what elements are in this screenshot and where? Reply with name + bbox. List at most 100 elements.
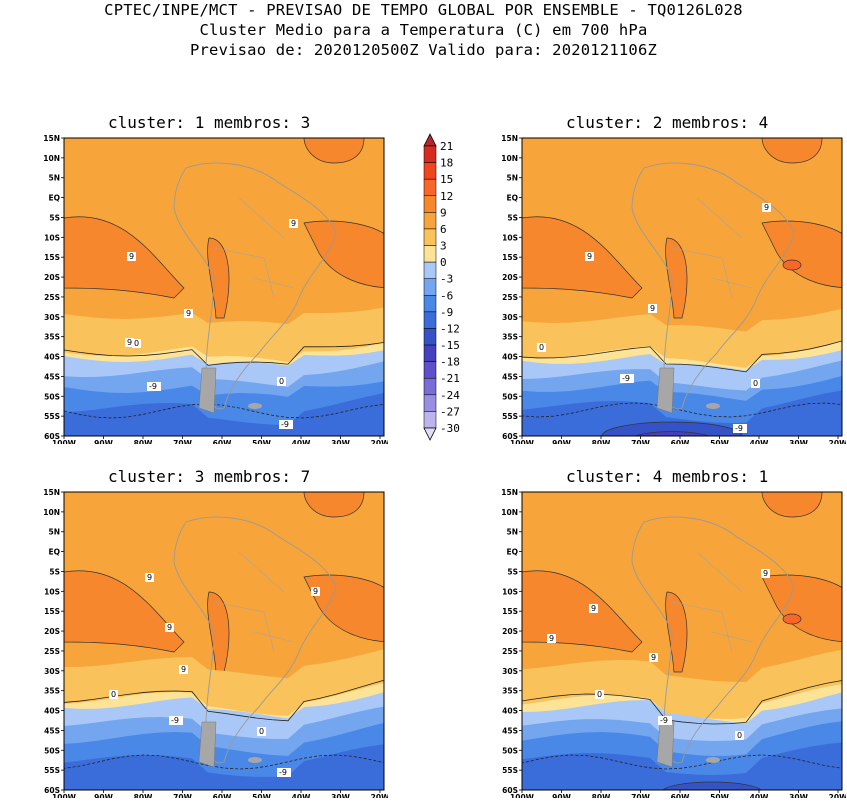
- colorbar-level-label: 6: [440, 223, 447, 236]
- colorbar-swatch: [423, 278, 437, 296]
- lat-tick-label: 55S: [44, 412, 60, 421]
- lat-tick-label: 10N: [501, 154, 518, 163]
- contour-label-box: [762, 203, 771, 212]
- lon-tick-label: 30W: [789, 793, 808, 798]
- lon-tick-label: 60W: [213, 793, 232, 798]
- contour-label: 9: [313, 587, 318, 596]
- lat-tick-label: 45S: [502, 372, 518, 381]
- lat-tick-label: 30S: [502, 667, 518, 676]
- lat-tick-label: 55S: [44, 766, 60, 775]
- contour-label: 9: [147, 573, 152, 582]
- colorbar-swatch: [423, 311, 437, 329]
- contour-label: 9: [763, 569, 768, 578]
- lon-tick-label: 70W: [173, 439, 192, 444]
- colorbar-swatch: [423, 394, 437, 412]
- lat-tick-label: 15S: [502, 253, 518, 262]
- lat-tick-label: 60S: [44, 786, 60, 795]
- lon-tick-label: 80W: [134, 793, 153, 798]
- lat-tick-label: EQ: [507, 548, 519, 557]
- colorbar-level-label: -15: [440, 339, 460, 352]
- lon-tick-label: 40W: [750, 793, 769, 798]
- lon-tick-label: 40W: [292, 793, 311, 798]
- contour-label-box: [589, 604, 598, 613]
- lon-tick-label: 80W: [592, 793, 611, 798]
- contour-label: -9: [171, 716, 179, 725]
- lat-tick-label: 55S: [502, 766, 518, 775]
- lon-tick-label: 90W: [94, 439, 113, 444]
- header-line-1: CPTEC/INPE/MCT - PREVISAO DE TEMPO GLOBA…: [104, 1, 743, 19]
- contour-label-box: [537, 343, 546, 352]
- contour-label: -9: [660, 716, 668, 725]
- contour-label-box: [127, 252, 136, 261]
- header-line-2: Cluster Medio para a Temperatura (C) em …: [199, 21, 648, 39]
- contour-label-box: [751, 379, 760, 388]
- lat-tick-label: 10S: [502, 233, 518, 242]
- colorbar-level-label: 9: [440, 206, 447, 219]
- contour-label: 9: [764, 203, 769, 212]
- contour-label-box: [733, 424, 747, 433]
- contour-label: 0: [737, 731, 742, 740]
- colorbar-swatch: [423, 361, 437, 379]
- colorbar-top-arrow: [423, 133, 437, 147]
- contour-label-box: [279, 420, 293, 429]
- colorbar-level-label: -21: [440, 372, 460, 385]
- colorbar-swatch: [423, 162, 437, 180]
- contour-label-box: [165, 623, 174, 632]
- lon-tick-label: 100W: [510, 793, 535, 798]
- map-panel-2: 9 9 9 0 0 -9 -9 15N 10N 5N EQ 5S 10S 15S 20S 25S 30S 35S 4…: [501, 134, 846, 444]
- contour-label-box: [658, 716, 672, 725]
- lon-tick-label: 20W: [371, 439, 388, 444]
- lat-tick-label: 20S: [44, 627, 60, 636]
- lon-tick-label: 50W: [252, 439, 271, 444]
- lon-tick-label: 50W: [710, 793, 729, 798]
- contour-label-box: [735, 731, 744, 740]
- contour-label-box: [169, 716, 183, 725]
- lat-tick-label: 40S: [44, 707, 60, 716]
- contour-label-box: [585, 252, 594, 261]
- colorbar-swatch: [423, 344, 437, 362]
- lon-tick-label: 50W: [252, 793, 271, 798]
- colorbar-level-label: -3: [440, 273, 453, 286]
- contour-label: 0: [597, 690, 602, 699]
- contour-label: 9: [291, 219, 296, 228]
- lon-tick-label: 30W: [331, 439, 350, 444]
- lat-tick-label: 25S: [44, 293, 60, 302]
- contour-label: 9: [181, 665, 186, 674]
- lat-tick-label: 10S: [44, 233, 60, 242]
- colorbar-level-label: 21: [440, 140, 453, 153]
- figure-header: CPTEC/INPE/MCT - PREVISAO DE TEMPO GLOBA…: [0, 0, 847, 60]
- colorbar-level-label: -27: [440, 405, 460, 418]
- lon-tick-label: 20W: [829, 793, 846, 798]
- lat-tick-label: 50S: [502, 392, 518, 401]
- lon-tick-label: 80W: [134, 439, 153, 444]
- lon-tick-label: 20W: [829, 439, 846, 444]
- lon-tick-label: 90W: [552, 793, 571, 798]
- lat-tick-label: 60S: [44, 432, 60, 441]
- lat-tick-label: EQ: [507, 194, 519, 203]
- contour-label: -9: [622, 374, 630, 383]
- contour-label-box: [649, 653, 658, 662]
- lon-tick-label: 50W: [710, 439, 729, 444]
- lat-tick-label: 15N: [501, 134, 518, 143]
- contour-label: -9: [279, 768, 287, 777]
- contour-label: 0: [259, 727, 264, 736]
- contour-label-box: [257, 727, 266, 736]
- lon-tick-label: 70W: [631, 439, 650, 444]
- lat-tick-label: 45S: [44, 726, 60, 735]
- colorbar-bottom-arrow: [423, 427, 437, 441]
- colorbar-swatch: [423, 212, 437, 230]
- contour-label: 9: [587, 252, 592, 261]
- colorbar-swatch: [423, 195, 437, 213]
- contour-label-box: [125, 338, 134, 347]
- lat-tick-label: 10S: [44, 587, 60, 596]
- lat-tick-label: 50S: [44, 392, 60, 401]
- contour-label: 0: [279, 377, 284, 386]
- lon-tick-label: 40W: [292, 439, 311, 444]
- colorbar-swatch: [423, 178, 437, 197]
- colorbar-swatch: [423, 245, 437, 263]
- colorbar-level-label: -24: [440, 389, 460, 402]
- colorbar-level-label: -6: [440, 289, 453, 302]
- lon-tick-label: 20W: [371, 793, 388, 798]
- contour-label-box: [595, 690, 604, 699]
